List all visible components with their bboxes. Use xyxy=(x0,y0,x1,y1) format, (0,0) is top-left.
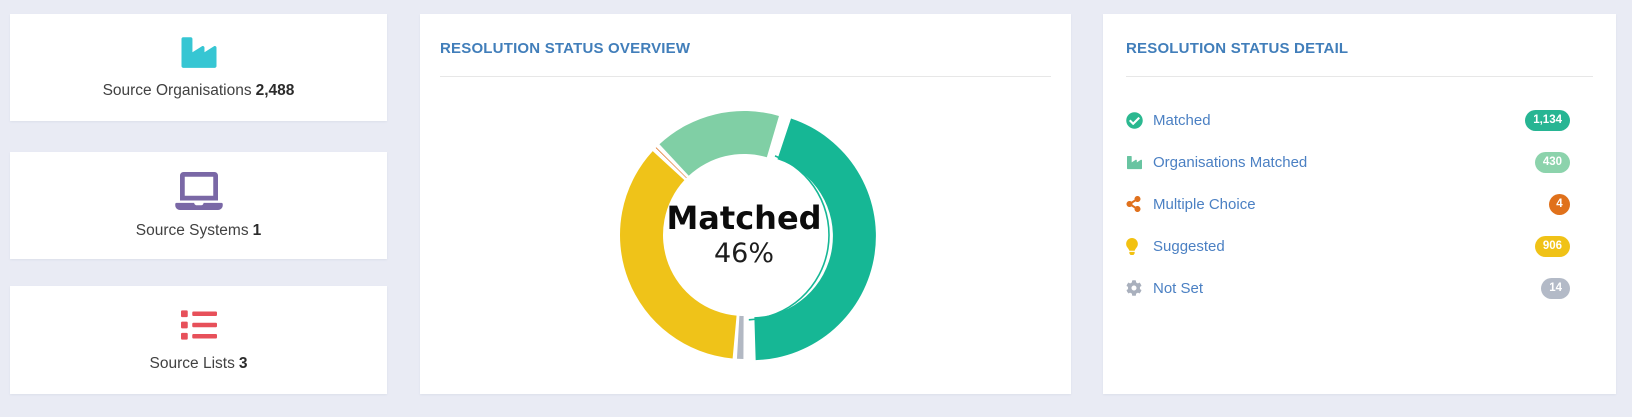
share-icon xyxy=(1126,196,1146,212)
donut-slice-multiple-choice[interactable] xyxy=(655,147,687,179)
summary-card-count: 1 xyxy=(252,221,262,239)
lightbulb-icon xyxy=(1126,237,1146,255)
status-row-organisations-matched[interactable]: Organisations Matched 430 xyxy=(1126,141,1570,183)
list-icon xyxy=(179,307,219,343)
status-count-badge: 4 xyxy=(1549,193,1570,215)
donut-chart[interactable] xyxy=(589,80,899,390)
donut-slice-organisations-matched[interactable] xyxy=(659,111,779,176)
status-row-multiple-choice[interactable]: Multiple Choice 4 xyxy=(1126,183,1570,225)
status-row-not-set[interactable]: Not Set 14 xyxy=(1126,267,1570,309)
divider xyxy=(440,76,1051,77)
donut-slice-not-set[interactable] xyxy=(736,315,744,359)
summary-card-count: 3 xyxy=(238,355,248,372)
status-row-label: Multiple Choice xyxy=(1153,195,1256,213)
status-row-matched[interactable]: Matched 1,134 xyxy=(1126,99,1570,141)
donut-chart-wrap: Matched 46% xyxy=(589,80,899,390)
status-count-badge: 906 xyxy=(1534,235,1570,257)
panel-title: RESOLUTION STATUS OVERVIEW xyxy=(440,40,691,57)
status-count-badge: 430 xyxy=(1534,151,1570,173)
summary-card-title: Source Organisations xyxy=(102,82,252,99)
status-row-suggested[interactable]: Suggested 906 xyxy=(1126,225,1570,267)
summary-card-title: Source Lists xyxy=(149,355,235,372)
donut-slice-matched[interactable] xyxy=(754,118,876,361)
industry-icon xyxy=(1126,155,1146,170)
laptop-icon xyxy=(174,171,223,210)
status-row-label: Suggested xyxy=(1153,237,1225,255)
donut-slice-suggested[interactable] xyxy=(619,151,737,359)
status-count-badge: 14 xyxy=(1541,277,1570,299)
divider xyxy=(1126,76,1593,77)
resolution-status-detail-panel: RESOLUTION STATUS DETAIL Matched 1,134 O… xyxy=(1103,14,1616,394)
summary-card-label: Source Organisations 2,488 xyxy=(103,82,295,100)
panel-title: RESOLUTION STATUS DETAIL xyxy=(1126,40,1349,57)
industry-icon xyxy=(177,35,221,70)
summary-card-label: Source Lists 3 xyxy=(150,355,248,373)
summary-card-source-organisations[interactable]: Source Organisations 2,488 xyxy=(10,14,387,121)
status-row-label: Organisations Matched xyxy=(1153,153,1308,171)
summary-card-source-lists[interactable]: Source Lists 3 xyxy=(10,286,387,394)
summary-card-source-systems[interactable]: Source Systems 1 xyxy=(10,152,387,259)
status-row-label: Not Set xyxy=(1153,279,1204,297)
gear-icon xyxy=(1126,280,1146,296)
check-circle-icon xyxy=(1126,111,1146,129)
donut-exploded-slice-inner-arc xyxy=(748,155,830,321)
status-count-badge: 1,134 xyxy=(1525,109,1570,131)
summary-card-count: 2,488 xyxy=(255,82,295,99)
summary-card-label: Source Systems 1 xyxy=(136,222,261,240)
status-rows: Matched 1,134 Organisations Matched 430 … xyxy=(1126,99,1593,309)
status-row-label: Matched xyxy=(1153,111,1211,129)
summary-card-title: Source Systems xyxy=(135,221,249,239)
resolution-status-overview-panel: RESOLUTION STATUS OVERVIEW Matched 46% xyxy=(420,14,1071,394)
